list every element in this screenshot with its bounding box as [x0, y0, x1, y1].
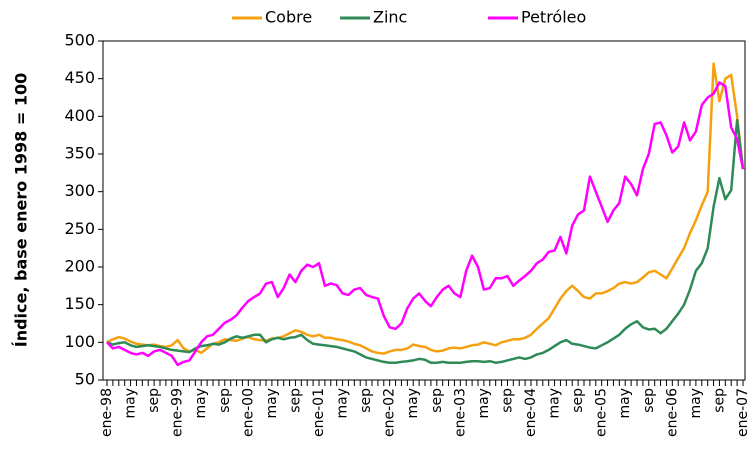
x-tick-label: sep: [641, 388, 657, 413]
x-tick-label: may: [476, 388, 492, 419]
x-tick-label: ene-99: [170, 388, 186, 437]
x-tick-label: ene-98: [99, 388, 115, 437]
x-tick-label: ene-01: [311, 388, 327, 437]
x-tick-label: sep: [711, 388, 727, 413]
y-tick-label: 400: [64, 106, 95, 125]
y-tick-label: 300: [64, 181, 95, 200]
y-tick-label: 50: [75, 370, 95, 389]
x-tick-label: may: [123, 388, 139, 419]
x-tick-label: may: [547, 388, 563, 419]
x-tick-label: sep: [429, 388, 445, 413]
y-tick-label: 500: [64, 31, 95, 50]
x-tick-label: may: [335, 388, 351, 419]
legend-label: Cobre: [265, 8, 312, 27]
x-tick-label: ene-05: [594, 388, 610, 437]
y-tick-label: 450: [64, 68, 95, 87]
y-tick-label: 200: [64, 257, 95, 276]
legend-label: Zinc: [373, 8, 407, 27]
x-tick-label: sep: [499, 388, 515, 413]
y-tick-label: 350: [64, 144, 95, 163]
x-tick-label: may: [264, 388, 280, 419]
plot-area: [102, 40, 746, 381]
x-tick-label: ene-02: [382, 388, 398, 437]
x-tick-label: sep: [217, 388, 233, 413]
y-axis-title: Índice, base enero 1998 = 100: [12, 73, 31, 347]
x-tick-label: sep: [358, 388, 374, 413]
x-tick-label: sep: [570, 388, 586, 413]
x-tick-label: may: [193, 388, 209, 419]
x-tick-label: sep: [287, 388, 303, 413]
x-tick-label: ene-04: [523, 388, 539, 437]
x-tick-label: sep: [146, 388, 162, 413]
y-tick-label: 150: [64, 294, 95, 313]
x-tick-label: ene-07: [735, 388, 749, 437]
x-tick-label: ene-03: [452, 388, 468, 437]
x-tick-label: may: [405, 388, 421, 419]
x-tick-label: may: [688, 388, 704, 419]
x-tick-label: may: [617, 388, 633, 419]
legend-label: Petróleo: [521, 8, 586, 27]
x-tick-label: ene-06: [664, 388, 680, 437]
series-line: [106, 118, 745, 364]
y-tick-label: 100: [64, 332, 95, 351]
x-tick-label: ene-00: [240, 388, 256, 437]
y-tick-label: 250: [64, 219, 95, 238]
series-line: [106, 62, 745, 355]
series-line: [106, 81, 745, 367]
